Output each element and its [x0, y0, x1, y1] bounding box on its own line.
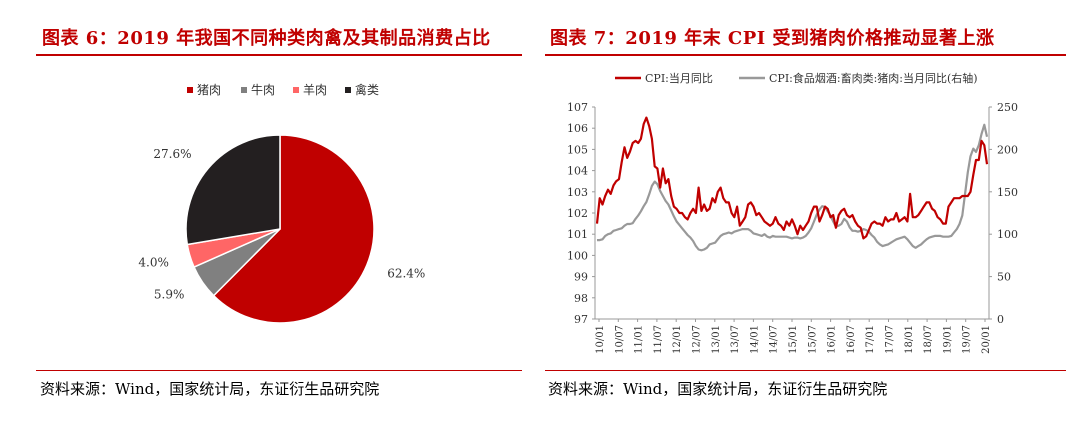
legend-label-4: 禽类 — [355, 82, 379, 97]
pie-data-label-1: 62.4% — [387, 266, 425, 280]
x-tick-label: 10/01 — [595, 325, 606, 354]
x-tick-label: 13/07 — [730, 325, 741, 354]
x-tick-label: 17/01 — [865, 325, 876, 354]
y2-tick-label: 250 — [997, 101, 1018, 114]
y2-tick-label: 150 — [997, 186, 1018, 199]
legend-label-1: CPI:当月同比 — [645, 71, 713, 85]
legend-label-2: CPI:食品烟酒:畜肉类:猪肉:当月同比(右轴) — [769, 71, 978, 85]
x-tick-label: 13/01 — [711, 325, 722, 354]
left-panel: 图表 6：2019 年我国不同种类肉禽及其制品消费占比 猪肉 牛肉 羊肉 禽类 62.4… — [0, 0, 522, 439]
y-tick-label: 102 — [567, 207, 588, 220]
y-tick-label: 98 — [574, 292, 588, 305]
x-tick-label: 11/07 — [653, 325, 664, 354]
x-tick-label: 14/01 — [749, 325, 760, 354]
x-tick-label: 12/07 — [692, 325, 703, 354]
y-tick-label: 105 — [567, 143, 588, 156]
line-legend: CPI:当月同比 CPI:食品烟酒:畜肉类:猪肉:当月同比(右轴) — [615, 71, 978, 85]
bottom-rule — [545, 370, 1066, 371]
y2-tick-label: 200 — [997, 143, 1018, 156]
x-tick-label: 11/01 — [634, 325, 645, 354]
legend-swatch-3 — [293, 87, 299, 93]
x-tick-label: 16/07 — [846, 325, 857, 354]
y2-tick-label: 50 — [997, 271, 1011, 284]
x-tick-label: 17/07 — [885, 325, 896, 354]
y-tick-label: 97 — [574, 313, 588, 326]
y2-tick-label: 0 — [997, 313, 1004, 326]
pie-data-label-3: 4.0% — [138, 255, 169, 269]
y-tick-label: 103 — [567, 186, 588, 199]
y-tick-label: 99 — [574, 271, 588, 284]
x-tick-label: 15/01 — [788, 325, 799, 354]
right-panel: 图表 7：2019 年末 CPI 受到猪肉价格推动显著上涨 97 98 99 100 1… — [545, 0, 1066, 439]
x-tick-label: 10/07 — [614, 325, 625, 354]
y-tick-label: 101 — [567, 228, 588, 241]
x-tick-label: 15/07 — [807, 325, 818, 354]
y-tick-label: 104 — [567, 165, 588, 178]
y2-tick-label: 100 — [997, 228, 1018, 241]
figure-7-title: 图表 7：2019 年末 CPI 受到猪肉价格推动显著上涨 — [550, 28, 995, 49]
x-tick-label: 18/01 — [904, 325, 915, 354]
y-tick-label: 107 — [567, 101, 588, 114]
pie-slice-4 — [185, 134, 281, 246]
figure-7-source: 资料来源：Wind，国家统计局，东证衍生品研究院 — [548, 380, 888, 398]
pie-slice-1 — [212, 134, 375, 324]
top-rule — [545, 54, 1066, 56]
legend-label-1: 猪肉 — [197, 83, 221, 97]
series-line-pork-cpi — [597, 123, 989, 252]
pie-data-label-2: 5.9% — [154, 288, 185, 302]
top-rule — [36, 54, 522, 56]
x-tick-label: 19/01 — [942, 325, 953, 354]
figure-6-title: 图表 6：2019 年我国不同种类肉禽及其制品消费占比 — [42, 28, 491, 49]
legend-swatch-4 — [345, 87, 351, 93]
line-chart: 97 98 99 100 101 102 103 104 105 106 107 0 50 100 150 2… — [567, 71, 1018, 354]
legend-label-3: 羊肉 — [303, 82, 327, 97]
pie-chart: 猪肉 牛肉 羊肉 禽类 62.4% 5.9% 4.0% 27.6% — [138, 82, 425, 324]
y-tick-label: 106 — [567, 122, 588, 135]
y-tick-label: 100 — [567, 249, 588, 262]
legend-label-2: 牛肉 — [251, 82, 275, 97]
bottom-rule — [36, 370, 522, 371]
figure-6-source: 资料来源：Wind，国家统计局，东证衍生品研究院 — [40, 380, 380, 398]
x-tick-label: 14/07 — [769, 325, 780, 354]
legend-swatch-1 — [187, 87, 193, 93]
legend-swatch-2 — [241, 87, 247, 93]
x-tick-label: 20/01 — [981, 325, 992, 354]
pie-data-label-4: 27.6% — [153, 147, 191, 161]
x-tick-label: 19/07 — [962, 325, 973, 354]
pie-legend: 猪肉 牛肉 羊肉 禽类 — [187, 82, 379, 97]
x-tick-label: 16/01 — [827, 325, 838, 354]
series-line-cpi — [595, 116, 989, 240]
x-tick-label: 12/01 — [672, 325, 683, 354]
x-tick-label: 18/07 — [923, 325, 934, 354]
